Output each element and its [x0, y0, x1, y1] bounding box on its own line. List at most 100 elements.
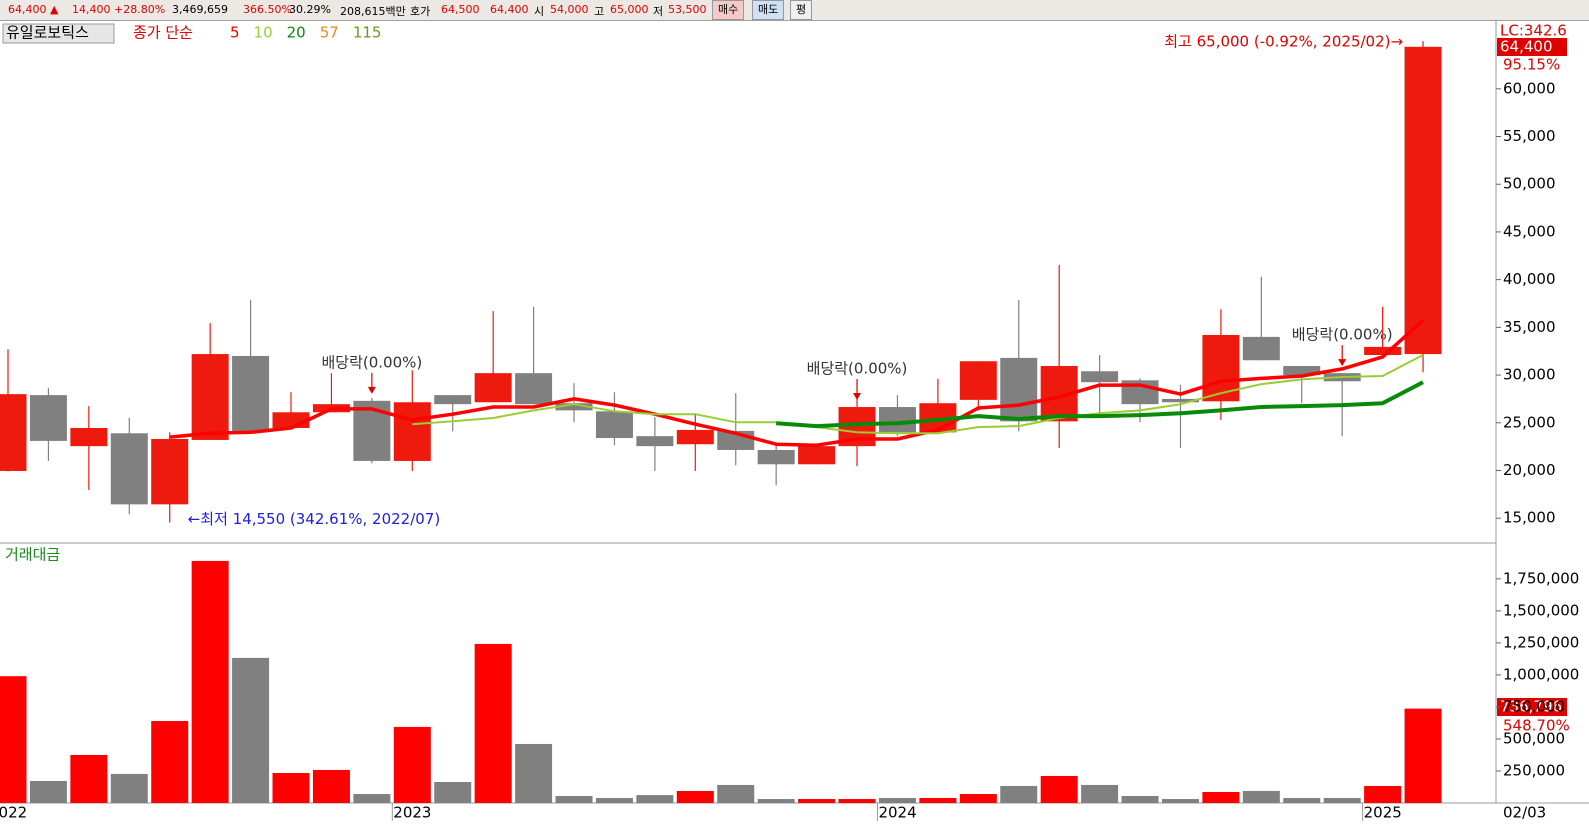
event-label: 배당락(0.00%): [321, 353, 422, 371]
y-tick-label: 30,000: [1503, 366, 1556, 384]
ma-line: [412, 354, 1424, 435]
open-label: 시: [534, 5, 545, 18]
high-label: 고: [594, 5, 605, 18]
candle-body: [1081, 371, 1119, 383]
volume-bar: [151, 721, 189, 803]
candle-body: [110, 433, 148, 505]
low-note: ←최저 14,550 (342.61%, 2022/07): [188, 510, 440, 528]
y-tick-label: 1,250,000: [1503, 633, 1579, 651]
volume-bar: [0, 676, 27, 803]
ma-line: [169, 318, 1425, 447]
last-pct: 95.15%: [1503, 56, 1560, 74]
volume-bar: [1040, 775, 1078, 803]
volume-bar: [1081, 784, 1119, 803]
header-bar: 64,400 ▲ 14,400 +28.80% 3,469,659 366.50…: [0, 0, 1589, 21]
candle-body: [757, 449, 795, 465]
y-tick-label: 50,000: [1503, 175, 1556, 193]
volume-bar: [191, 560, 229, 803]
y-tick-label: 750,000: [1503, 697, 1565, 715]
volume-bar: [1202, 791, 1240, 803]
y-tick-label: 500,000: [1503, 729, 1565, 747]
candle-body: [232, 355, 270, 433]
volume-bar: [636, 795, 674, 803]
volume-bar: [1404, 708, 1442, 803]
y-tick-label: 250,000: [1503, 761, 1565, 779]
volume-bar: [717, 784, 755, 803]
candle-body: [1000, 357, 1038, 422]
candle-body: [1202, 334, 1240, 402]
volume-bar: [555, 795, 593, 803]
y-tick-label: 1,750,000: [1503, 569, 1579, 587]
volume-title: 거래대금: [5, 546, 60, 564]
volume-bar: [798, 799, 836, 803]
volume-bar: [919, 798, 957, 803]
y-tick-label: 45,000: [1503, 222, 1556, 240]
y-tick-label: 1,000,000: [1503, 665, 1579, 683]
y-tick-label: 25,000: [1503, 413, 1556, 431]
volume-bar: [1000, 785, 1038, 803]
volume-bar: [393, 726, 431, 803]
volume-bar: [1242, 790, 1280, 803]
lc-label: LC:342.6: [1500, 22, 1567, 40]
event-arrowhead: [1338, 359, 1347, 367]
turnover: 30.29%: [289, 3, 331, 16]
amount: 208,615백만: [340, 5, 406, 18]
event-label: 배당락(0.00%): [807, 360, 908, 378]
volume-bar: [676, 790, 714, 803]
last-volume-box: [1497, 698, 1567, 716]
candle-body: [636, 436, 674, 447]
event-arrowhead: [853, 393, 862, 401]
quote-label: 호가: [410, 5, 431, 18]
event-arrowhead: [367, 386, 376, 394]
volume-bar: [595, 798, 633, 803]
candle-body: [959, 361, 997, 400]
volume-bar: [312, 769, 350, 803]
volume: 3,469,659: [172, 3, 228, 16]
y-tick-label: 55,000: [1503, 127, 1556, 145]
candle-body: [798, 446, 836, 465]
candle-body: [0, 394, 27, 471]
low-label: 저: [653, 5, 664, 18]
candle-body: [515, 373, 553, 405]
volume-bar: [757, 799, 795, 803]
change: 14,400: [72, 3, 111, 16]
bid: 64,400: [490, 3, 529, 16]
avg-button[interactable]: 평: [790, 0, 813, 20]
volume-bar: [434, 781, 472, 803]
volume-bar: [474, 643, 512, 803]
volume-bar: [272, 773, 310, 803]
volume-bar: [959, 794, 997, 803]
chart: 유일로보틱스 종가 단순 거래대금 LC:342.6 64,400 95.15%…: [0, 21, 1589, 822]
candle-body: [1161, 398, 1199, 403]
buy-button[interactable]: 매수: [712, 0, 745, 20]
event-label: 배당락(0.00%): [1292, 326, 1393, 344]
title-box: [2, 23, 115, 44]
volume-bar: [70, 754, 108, 803]
last-price-box: [1497, 38, 1567, 56]
y-tick-label: 35,000: [1503, 318, 1556, 336]
ma-label: 종가 단순: [133, 24, 193, 42]
candle-body: [555, 403, 593, 411]
change-pct: +28.80%: [114, 3, 166, 16]
volume-bar: [110, 773, 148, 803]
candle-body: [878, 407, 916, 433]
candle-body: [595, 411, 633, 439]
price: 64,400: [8, 3, 47, 16]
candle-body: [29, 395, 67, 441]
chart-title: 유일로보틱스: [6, 24, 89, 42]
candle-body: [1283, 365, 1321, 376]
volume-ratio: 366.50%: [243, 3, 292, 16]
candle-body: [151, 438, 189, 505]
high: 65,000: [610, 3, 649, 16]
candle-body: [1242, 336, 1280, 361]
y-tick-label: 15,000: [1503, 509, 1556, 527]
y-tick-label: 20,000: [1503, 461, 1556, 479]
arrow: ▲: [50, 3, 59, 16]
candle-body: [1364, 346, 1402, 356]
legend-entry: 115: [353, 24, 382, 42]
legend-entry: 20: [287, 24, 306, 42]
volume-bar: [1364, 785, 1402, 803]
ma-line: [776, 380, 1424, 429]
sell-button[interactable]: 매도: [752, 0, 785, 20]
